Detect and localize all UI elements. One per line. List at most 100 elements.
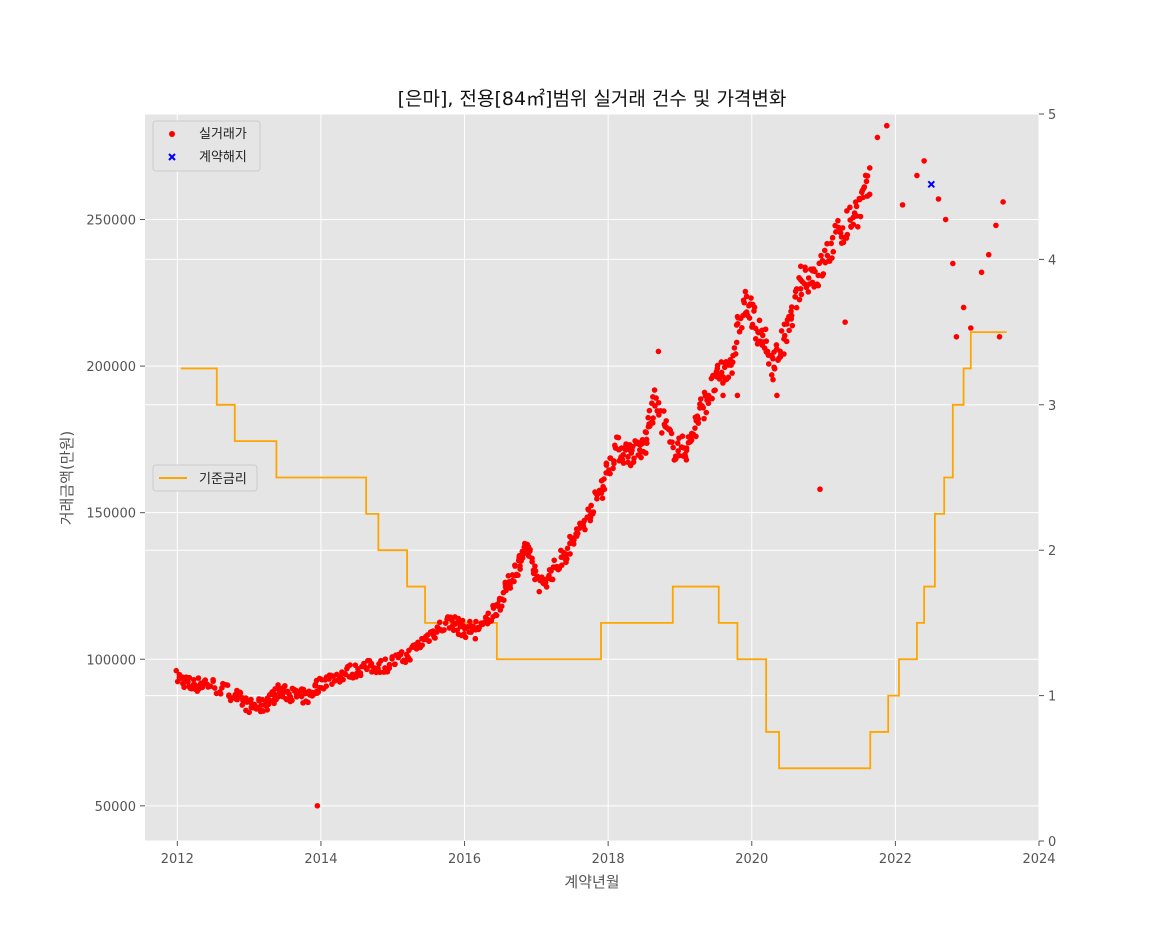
trade-point xyxy=(788,304,795,310)
trade-point xyxy=(542,579,549,586)
trade-point xyxy=(195,675,202,681)
trade-point xyxy=(507,582,513,588)
trade-point xyxy=(809,279,816,286)
trade-point xyxy=(833,229,839,235)
trade-point xyxy=(625,454,631,460)
trade-point xyxy=(415,639,421,646)
trade-point xyxy=(812,268,818,275)
trade-point xyxy=(571,537,577,543)
trade-point xyxy=(670,444,676,451)
trade-point xyxy=(658,430,665,436)
trade-point xyxy=(942,216,949,223)
trade-point xyxy=(771,365,778,372)
trade-point xyxy=(551,557,558,564)
y-tick-label: 100000 xyxy=(86,653,136,668)
trade-point xyxy=(436,619,443,626)
trade-point xyxy=(432,635,438,641)
trade-point xyxy=(729,370,735,376)
trade-point xyxy=(543,584,550,590)
y2-tick-label: 3 xyxy=(1048,399,1056,414)
trade-point xyxy=(603,460,610,467)
trade-point xyxy=(467,618,473,625)
trade-point xyxy=(797,286,804,292)
trade-point xyxy=(501,597,507,603)
trade-point xyxy=(817,486,823,493)
trade-point xyxy=(361,660,367,667)
trade-point xyxy=(643,436,650,443)
trade-point xyxy=(883,122,890,129)
trade-point xyxy=(742,288,749,295)
x-tick-label: 2020 xyxy=(735,852,768,867)
y-axis-label: 거래금액(만원) xyxy=(58,431,76,526)
trade-point xyxy=(611,460,617,467)
trade-point xyxy=(347,662,353,668)
trade-point xyxy=(620,460,627,466)
trade-point xyxy=(712,387,718,393)
x-tick-label: 2024 xyxy=(1022,852,1055,867)
trade-point xyxy=(426,638,433,644)
trade-point xyxy=(739,325,745,331)
trade-point xyxy=(473,618,479,625)
trade-point xyxy=(729,359,736,366)
trade-point xyxy=(441,627,447,633)
legend-cancel-label: 계약해지 xyxy=(199,150,247,165)
trade-point xyxy=(364,666,370,673)
trade-point xyxy=(778,328,785,334)
legend-mid-frame xyxy=(152,464,258,492)
trade-point xyxy=(494,601,501,607)
points-layer xyxy=(173,122,1006,809)
trade-point xyxy=(368,660,375,667)
trade-point xyxy=(993,222,999,229)
trade-point xyxy=(181,684,187,691)
trade-point xyxy=(207,683,214,690)
trade-point xyxy=(821,247,828,254)
trade-point xyxy=(824,252,831,259)
trade-point xyxy=(899,202,906,208)
rate-layer xyxy=(180,331,1007,770)
trade-point xyxy=(731,345,738,351)
trade-point xyxy=(515,572,521,579)
trade-point xyxy=(840,239,847,246)
trade-point xyxy=(675,448,682,454)
trade-point xyxy=(824,240,830,247)
trade-point xyxy=(185,679,191,685)
trade-point xyxy=(511,578,517,585)
trade-point xyxy=(751,308,757,314)
trade-point xyxy=(839,225,846,231)
trade-point xyxy=(860,185,867,192)
trade-point xyxy=(741,299,748,306)
trade-point xyxy=(720,392,726,399)
trade-point xyxy=(967,325,974,331)
trade-point xyxy=(517,563,523,569)
trade-point xyxy=(764,348,771,355)
trade-point xyxy=(567,551,573,557)
trade-point xyxy=(628,450,635,456)
trade-point xyxy=(752,336,759,342)
trade-point xyxy=(759,332,766,339)
trade-point xyxy=(655,399,662,406)
trade-point xyxy=(642,429,649,435)
trade-point xyxy=(774,392,780,399)
x-axis-label: 계약년월 xyxy=(564,873,619,891)
trade-point xyxy=(455,615,462,622)
trade-point xyxy=(855,224,861,230)
trade-point xyxy=(527,548,533,555)
y-tick-label: 250000 xyxy=(86,214,136,229)
trade-point xyxy=(646,407,653,414)
trade-point xyxy=(651,387,658,393)
trade-point xyxy=(382,656,389,662)
trade-point xyxy=(732,351,739,357)
trade-point xyxy=(357,672,364,679)
trade-point xyxy=(211,685,218,691)
trade-point xyxy=(237,689,244,696)
trade-point xyxy=(700,404,706,411)
trade-point xyxy=(863,178,870,185)
trade-point xyxy=(407,657,413,663)
trade-point xyxy=(852,199,859,205)
trade-point xyxy=(402,659,409,666)
trade-point xyxy=(532,568,539,574)
trade-point xyxy=(173,667,180,674)
trade-point xyxy=(844,231,851,238)
trade-point xyxy=(305,699,311,706)
